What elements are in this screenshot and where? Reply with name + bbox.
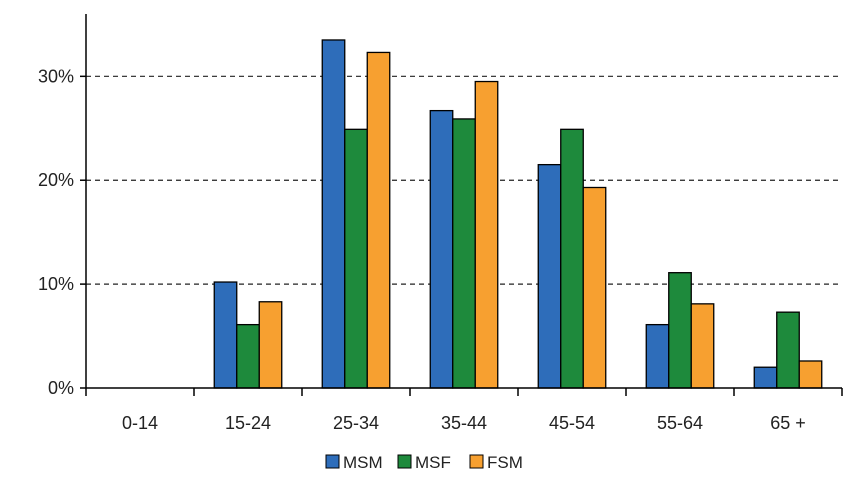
y-tick-label: 30% xyxy=(38,66,74,86)
bar-fsm-6 xyxy=(798,360,823,389)
y-tick-labels: 0% 10% 20% 30% xyxy=(38,66,74,398)
bar-msf-6 xyxy=(776,311,800,389)
y-tick-label: 10% xyxy=(38,274,74,294)
bars xyxy=(213,39,823,389)
legend-swatch-msm xyxy=(325,454,340,469)
legend-swatch-fsm xyxy=(469,454,484,469)
bar-msf-5 xyxy=(668,272,692,389)
bar-msf-4 xyxy=(560,128,584,389)
axes xyxy=(80,14,843,396)
x-tick-label: 55-64 xyxy=(657,413,703,433)
bar-msm-1 xyxy=(213,281,238,389)
bar-msf-3 xyxy=(452,118,476,389)
bar-msm-2 xyxy=(321,39,346,389)
x-tick-label: 45-54 xyxy=(549,413,595,433)
legend: MSM MSF FSM xyxy=(325,453,523,472)
x-tick-label: 15-24 xyxy=(225,413,271,433)
x-tick-label: 25-34 xyxy=(333,413,379,433)
bar-fsm-4 xyxy=(582,186,607,389)
bar-msm-3 xyxy=(429,109,454,389)
legend-swatch-msf xyxy=(397,454,412,469)
x-tick-label: 65 + xyxy=(770,413,806,433)
bar-fsm-5 xyxy=(690,303,715,389)
x-tick-label: 0-14 xyxy=(122,413,158,433)
bar-fsm-2 xyxy=(366,51,391,389)
legend-label-fsm: FSM xyxy=(487,453,523,472)
bar-msf-1 xyxy=(236,323,260,389)
bar-msm-4 xyxy=(537,163,562,389)
bar-msm-5 xyxy=(645,323,670,389)
y-tick-label: 20% xyxy=(38,170,74,190)
bar-fsm-1 xyxy=(258,301,283,389)
bar-fsm-3 xyxy=(474,80,499,389)
legend-label-msm: MSM xyxy=(343,453,383,472)
y-tick-label: 0% xyxy=(48,378,74,398)
x-tick-labels: 0-14 15-24 25-34 35-44 45-54 55-64 65 + xyxy=(122,413,806,433)
bar-msf-2 xyxy=(344,128,368,389)
legend-label-msf: MSF xyxy=(415,453,451,472)
x-tick-label: 35-44 xyxy=(441,413,487,433)
bar-msm-6 xyxy=(753,366,778,389)
